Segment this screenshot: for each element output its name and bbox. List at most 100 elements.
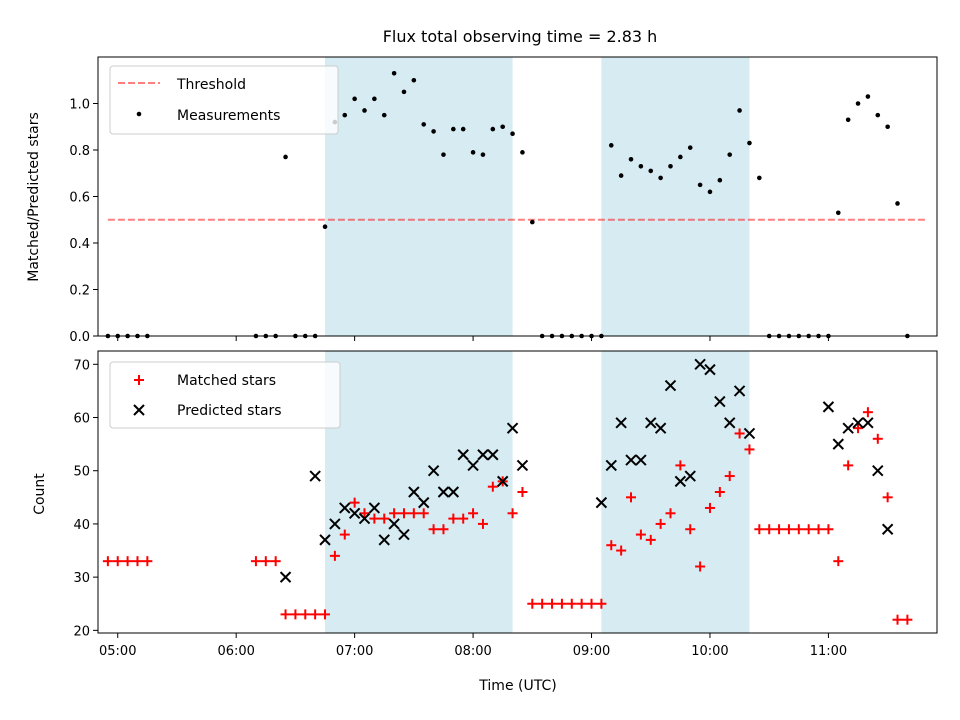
measurement-point xyxy=(391,70,397,76)
bottom-shaded-interval xyxy=(325,351,513,633)
predicted-star-point xyxy=(733,385,746,397)
top-shaded-intervals xyxy=(325,57,750,336)
measurement-point xyxy=(460,126,466,132)
top-legend-box xyxy=(109,65,339,135)
predicted-star-point xyxy=(704,363,716,376)
predicted-star-point xyxy=(398,528,410,541)
matched-star-point xyxy=(270,556,281,567)
matched-star-point xyxy=(616,545,627,556)
measurement-point xyxy=(707,189,713,195)
measurement-point xyxy=(717,177,723,183)
matched-star-point xyxy=(813,524,824,535)
bottom-y-tick-label: 30 xyxy=(73,571,90,586)
matched-star-point xyxy=(310,609,321,620)
bottom-x-axis-label: Time (UTC) xyxy=(478,678,556,694)
predicted-star-point xyxy=(348,507,361,519)
bottom-y-tick-label: 60 xyxy=(73,412,90,427)
measurement-point xyxy=(352,96,357,102)
chart-title: Flux total observing time = 2.83 h xyxy=(383,27,658,46)
predicted-star-point xyxy=(664,379,677,392)
predicted-star-point xyxy=(654,422,667,434)
matched-star-point xyxy=(428,524,439,535)
predicted-star-point xyxy=(418,496,430,509)
matched-star-point xyxy=(793,524,804,535)
measurement-point xyxy=(381,112,387,118)
predicted-star-point xyxy=(339,502,351,514)
predicted-star-point xyxy=(457,449,469,461)
bottom-x-tick-label: 05:00 xyxy=(99,644,136,659)
top-y-tick-label: 0.2 xyxy=(69,284,90,299)
measurement-point xyxy=(678,154,683,160)
top-x-ticks xyxy=(117,336,829,341)
matched-star-point xyxy=(586,598,597,609)
matched-star-point xyxy=(872,433,883,444)
bottom-shaded-intervals xyxy=(325,351,750,633)
bottom-x-tick-label: 10:00 xyxy=(691,644,728,659)
matched-star-point xyxy=(833,556,844,567)
bottom-x-tick-label: 08:00 xyxy=(454,644,491,659)
matched-star-point xyxy=(882,492,893,503)
matched-star-point xyxy=(606,540,617,551)
matched-star-point xyxy=(754,524,765,535)
predicted-star-point xyxy=(279,571,292,583)
predicted-star-point xyxy=(674,475,687,488)
predicted-star-point xyxy=(516,459,529,472)
matched-star-point xyxy=(556,598,567,609)
top-y-tick-label: 0.8 xyxy=(69,144,90,159)
bottom-x-tick-label: 09:00 xyxy=(573,644,610,659)
matched-star-point xyxy=(823,524,834,535)
top-shaded-interval xyxy=(601,57,750,336)
predicted-star-point xyxy=(358,512,371,525)
matched-star-point xyxy=(339,529,350,540)
matched-star-point xyxy=(862,407,873,418)
predicted-legend-label: Predicted stars xyxy=(177,403,282,419)
predicted-star-point xyxy=(437,486,450,498)
matched-star-point xyxy=(645,534,656,545)
matched-star-point xyxy=(843,460,854,471)
bottom-y-axis-label: Count xyxy=(32,473,48,515)
measurement-point xyxy=(618,173,624,178)
matched-star-point xyxy=(112,556,123,567)
measurement-point xyxy=(845,117,851,123)
matched-star-point xyxy=(685,524,696,535)
predicted-star-point xyxy=(329,518,341,530)
bottom-x-tick-label: 06:00 xyxy=(217,644,254,659)
top-y-tick-label: 1.0 xyxy=(69,98,90,113)
predicted-star-point xyxy=(724,417,736,429)
matched-star-point xyxy=(527,598,538,609)
matched-star-point xyxy=(517,487,528,497)
measurement-point xyxy=(470,150,476,155)
matched-star-point xyxy=(892,614,903,625)
measurement-point xyxy=(342,112,348,118)
predicted-star-point xyxy=(832,438,845,450)
measurement-point xyxy=(628,157,634,162)
measurement-point xyxy=(510,131,515,137)
measurement-point xyxy=(480,152,486,157)
matched-star-point xyxy=(398,508,409,519)
predicted-star-point xyxy=(388,518,400,530)
measurement-point xyxy=(520,150,525,155)
matched-star-point xyxy=(102,556,113,567)
measurement-point xyxy=(372,96,377,102)
predicted-star-point xyxy=(635,454,647,466)
matched-star-point xyxy=(635,529,646,540)
predicted-star-point xyxy=(625,454,637,466)
measurement-point xyxy=(648,168,654,174)
top-legend: Threshold Measurements xyxy=(109,65,339,135)
measurement-point xyxy=(608,143,614,148)
measurement-point xyxy=(885,124,890,130)
predicted-star-point xyxy=(605,459,617,472)
matched-star-point xyxy=(468,508,479,519)
matched-star-point xyxy=(902,614,913,625)
matched-star-point xyxy=(547,598,558,609)
matched-star-point xyxy=(764,524,775,535)
matched-star-point xyxy=(142,556,153,567)
matched-star-point xyxy=(803,524,814,535)
top-y-tick-label: 0.4 xyxy=(69,237,90,252)
matched-star-point xyxy=(566,598,577,609)
matched-star-point xyxy=(418,508,429,519)
matched-star-point xyxy=(438,524,449,535)
matched-star-point xyxy=(477,518,488,529)
matched-star-point xyxy=(122,556,133,567)
